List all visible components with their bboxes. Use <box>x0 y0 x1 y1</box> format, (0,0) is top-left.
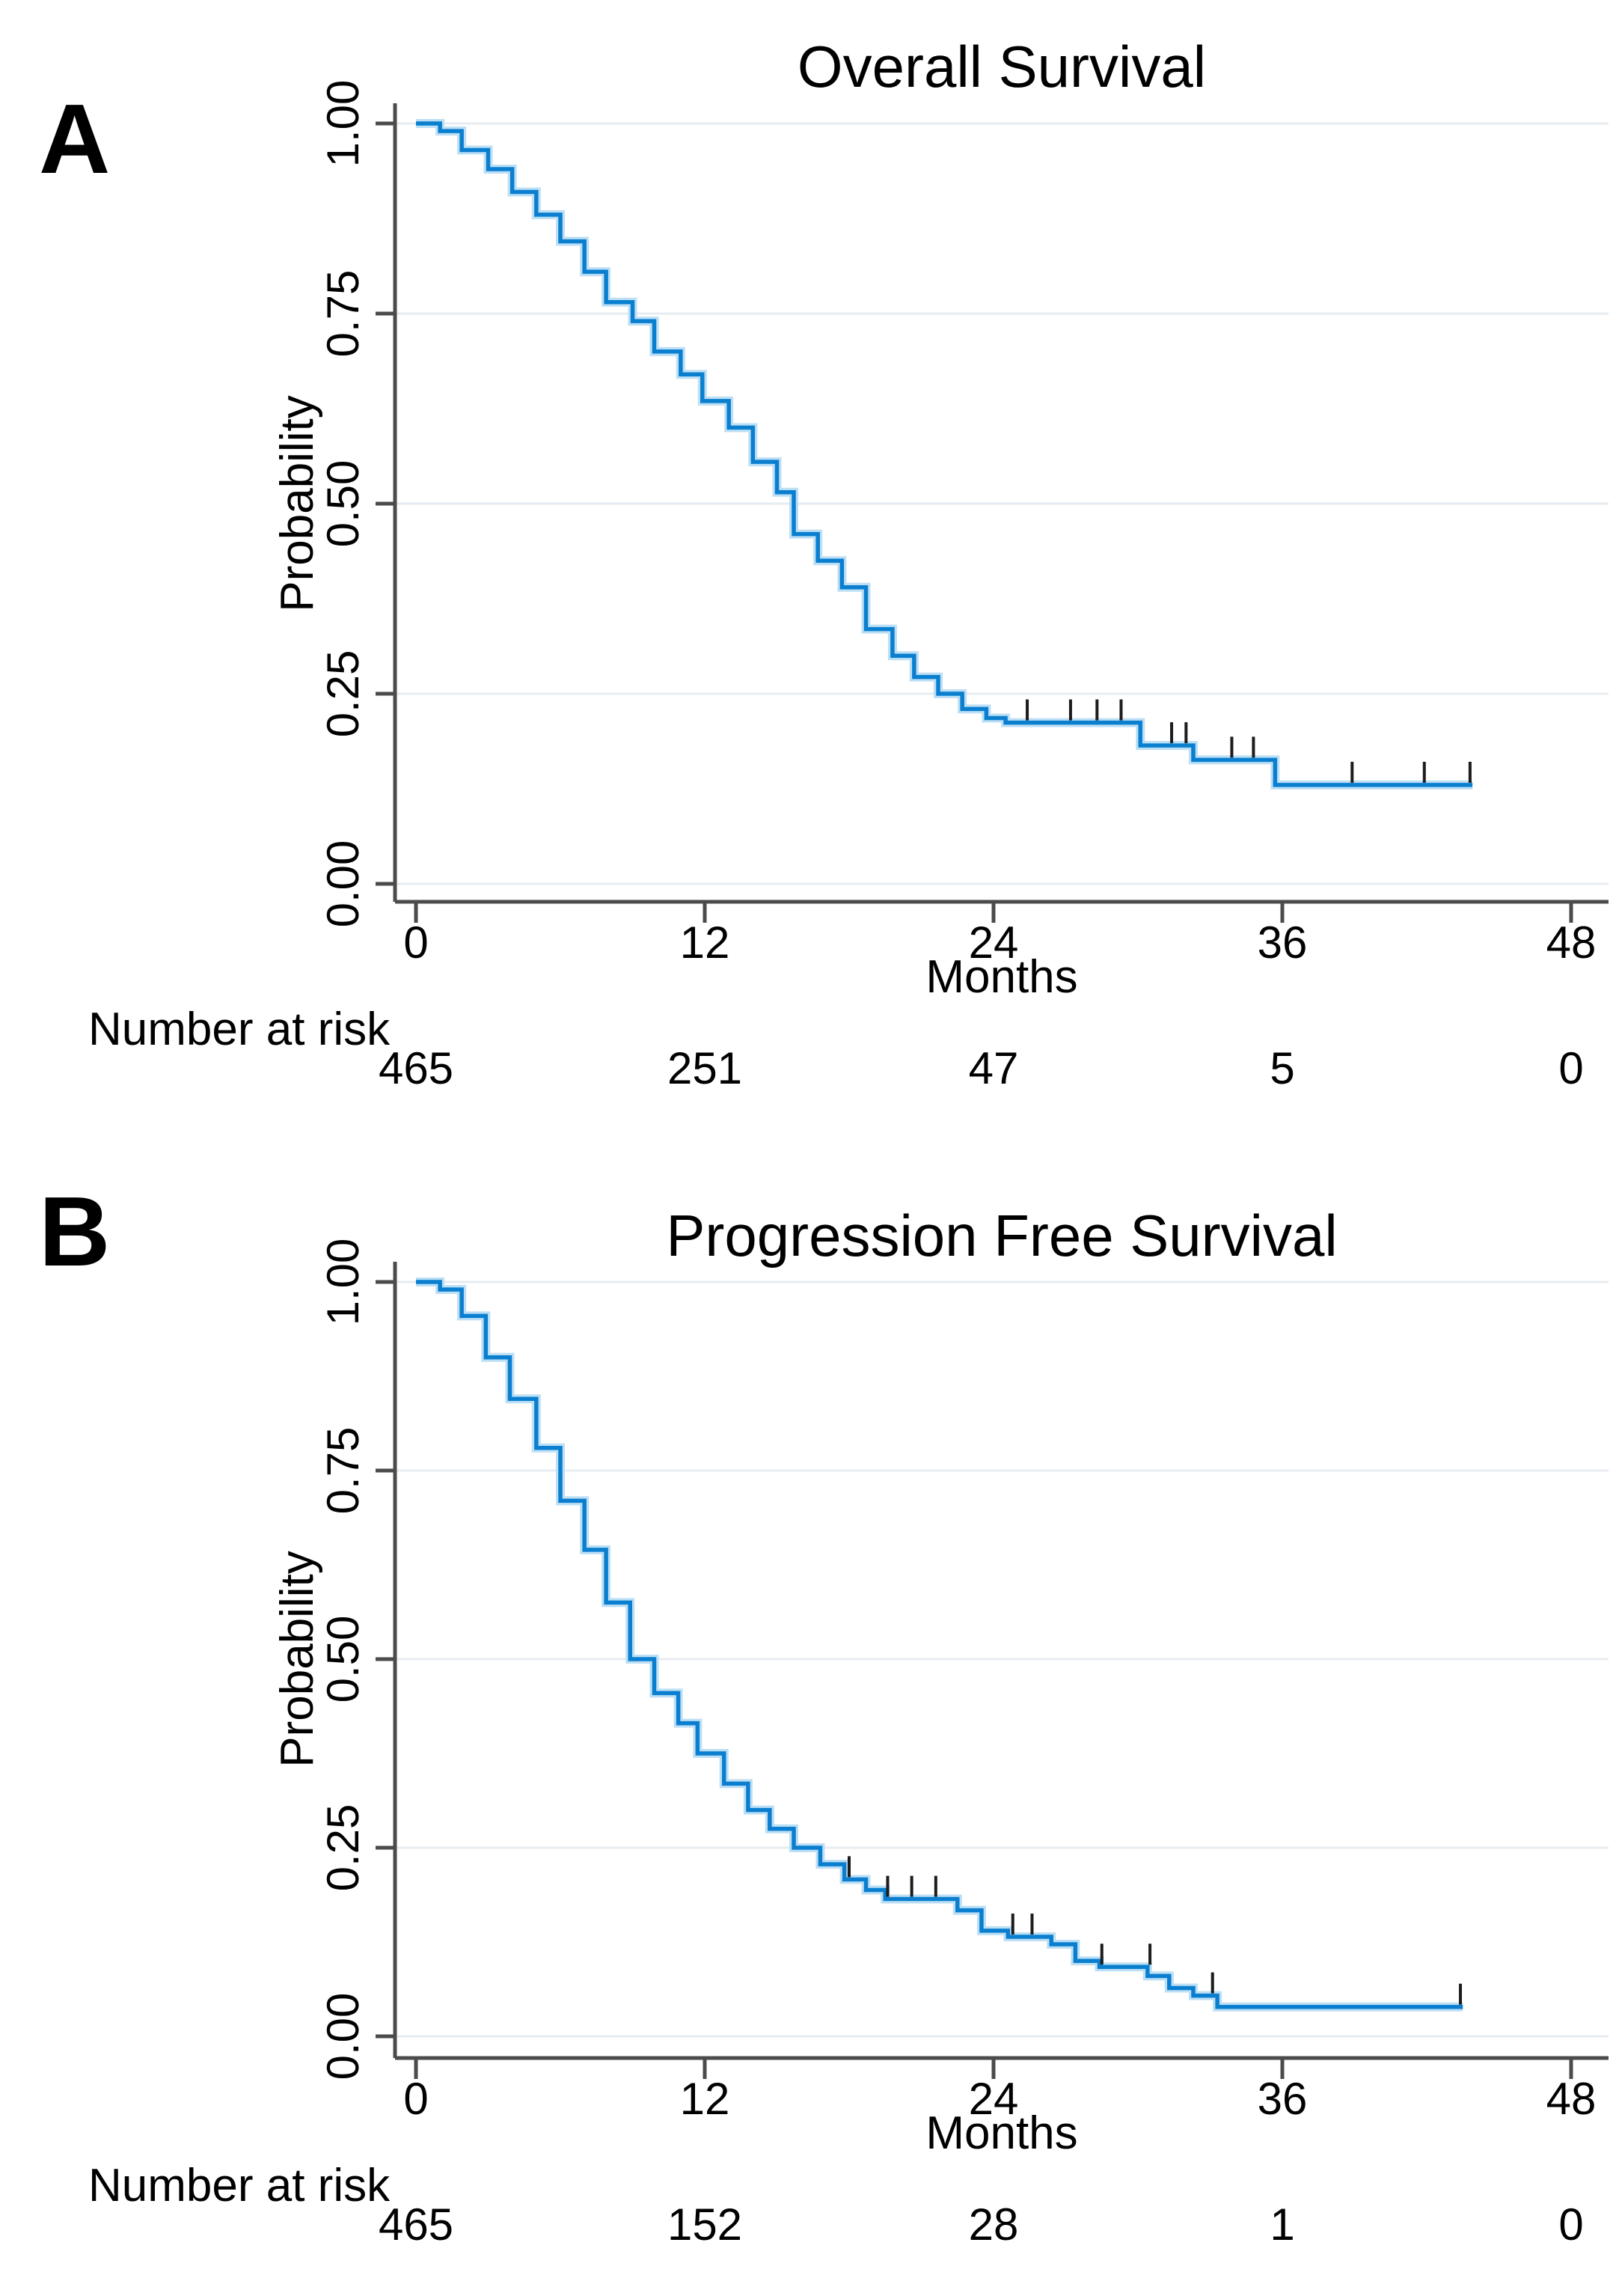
panel-b-number-at-risk-label: Number at risk <box>88 2160 391 2211</box>
panel-a-letter: A <box>39 84 111 194</box>
x-tick-label-b: 36 <box>1257 2074 1308 2124</box>
x-tick-label-b: 0 <box>403 2074 429 2124</box>
risk-value-a: 5 <box>1270 1043 1295 1093</box>
y-tick-label-b: 0.25 <box>318 1804 368 1892</box>
panel-b-x-axis-label: Months <box>925 2107 1078 2159</box>
km-curve-halo-a <box>416 119 1473 790</box>
y-tick-label-b: 0.75 <box>318 1426 368 1515</box>
panel-a-y-axis-label: Probability <box>272 395 323 612</box>
y-tick-label-b: 1.00 <box>318 1238 368 1326</box>
panel-a-title: Overall Survival <box>797 34 1207 100</box>
x-tick-label-a: 36 <box>1257 918 1308 968</box>
risk-value-b: 28 <box>968 2199 1019 2250</box>
x-tick-label-b: 24 <box>968 2074 1019 2124</box>
risk-value-b: 152 <box>667 2199 743 2250</box>
x-tick-label-a: 0 <box>403 918 429 968</box>
x-tick-label-b: 48 <box>1546 2074 1597 2124</box>
x-tick-label-a: 12 <box>679 918 730 968</box>
y-tick-label-a: 0.25 <box>318 650 368 738</box>
risk-value-a: 465 <box>378 1043 454 1093</box>
y-tick-label-a: 0.00 <box>318 840 368 928</box>
risk-value-b: 1 <box>1270 2199 1295 2250</box>
panel-a-number-at-risk-label: Number at risk <box>88 1004 391 1055</box>
risk-value-a: 47 <box>968 1043 1019 1093</box>
risk-value-b: 0 <box>1558 2199 1584 2250</box>
panel-b-letter: B <box>39 1176 111 1286</box>
km-curve-b <box>416 1280 1463 2009</box>
risk-value-a: 0 <box>1558 1043 1584 1093</box>
risk-value-a: 251 <box>667 1043 743 1093</box>
x-tick-label-a: 24 <box>968 918 1019 968</box>
x-tick-label-a: 48 <box>1546 918 1597 968</box>
risk-value-b: 465 <box>378 2199 454 2250</box>
panel-a-x-axis-label: Months <box>925 951 1078 1003</box>
y-tick-label-a: 1.00 <box>318 79 368 168</box>
panel-b-title: Progression Free Survival <box>666 1203 1338 1268</box>
panel-b-y-axis-label: Probability <box>272 1551 323 1768</box>
x-tick-label-b: 12 <box>679 2074 730 2124</box>
y-tick-label-b: 0.00 <box>318 1992 368 2080</box>
y-tick-label-b: 0.50 <box>318 1615 368 1703</box>
y-tick-label-a: 0.75 <box>318 269 368 358</box>
y-tick-label-a: 0.50 <box>318 459 368 548</box>
km-curve-a <box>416 121 1473 787</box>
